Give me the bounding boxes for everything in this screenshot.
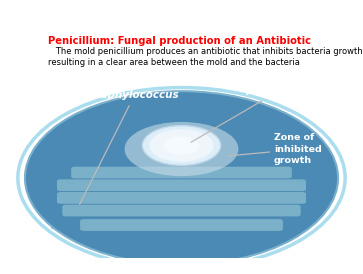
Text: The mold penicillium produces an antibiotic that inhibits bacteria growth
result: The mold penicillium produces an antibio…: [48, 47, 363, 67]
Ellipse shape: [25, 91, 338, 265]
Text: Copyright © 2008 Pearson Education, Inc., publishing as Pearson Benjamin Cumming: Copyright © 2008 Pearson Education, Inc.…: [51, 224, 265, 230]
Ellipse shape: [125, 122, 238, 176]
Ellipse shape: [142, 125, 221, 165]
Text: Penicillium: Fungal production of an Antibiotic: Penicillium: Fungal production of an Ant…: [48, 36, 311, 46]
FancyBboxPatch shape: [62, 205, 301, 216]
Ellipse shape: [150, 129, 213, 162]
Text: Penicillium: Penicillium: [191, 87, 309, 142]
FancyBboxPatch shape: [80, 219, 283, 231]
FancyBboxPatch shape: [71, 167, 292, 178]
Text: Staphylococcus: Staphylococcus: [79, 90, 180, 204]
Ellipse shape: [164, 136, 199, 155]
FancyBboxPatch shape: [57, 192, 306, 204]
FancyBboxPatch shape: [57, 179, 306, 191]
Ellipse shape: [25, 91, 338, 265]
Text: Zone of
inhibited
growth: Zone of inhibited growth: [274, 133, 322, 165]
